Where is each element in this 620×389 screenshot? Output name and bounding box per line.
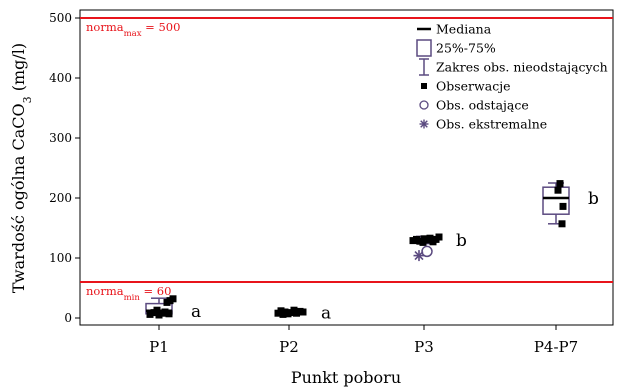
- observation-point: [554, 186, 562, 194]
- box-plot-p1: a: [145, 295, 201, 322]
- group-letter: a: [191, 302, 201, 322]
- extreme-point-stroke: [414, 251, 424, 261]
- y-axis-title-unit: (mg/l): [9, 43, 28, 97]
- observation-point: [161, 308, 169, 316]
- group-letter: a: [321, 304, 331, 324]
- reference-line-label: normamax = 500: [86, 20, 180, 39]
- reference-line-label: normamin = 60: [86, 284, 171, 303]
- observation-point: [559, 202, 567, 210]
- observation-point: [556, 180, 564, 188]
- legend-item-circle-marker: Obs. odstające: [419, 98, 529, 113]
- observation-point: [435, 233, 443, 241]
- legend-item-whisker: Zakres obs. nieodstających: [419, 58, 608, 76]
- box-plots: a a b b: [145, 180, 599, 324]
- legend-label: 25%-75%: [436, 41, 496, 56]
- observation-point: [277, 307, 285, 315]
- legend-star-swatch: [419, 119, 429, 129]
- box-plot-p3: b: [409, 231, 467, 262]
- observation-point: [558, 220, 566, 228]
- group-letter: b: [456, 231, 467, 251]
- y-tick-label: 300: [49, 131, 72, 145]
- y-tick-label: 0: [64, 311, 72, 325]
- x-tick-label: P3: [414, 338, 434, 356]
- legend-square-swatch: [421, 83, 427, 89]
- group-letter: b: [588, 189, 599, 209]
- legend-label: Obserwacje: [436, 79, 510, 94]
- legend-label: Zakres obs. nieodstających: [436, 60, 608, 75]
- observation-point: [153, 306, 161, 314]
- legend-item-median-line: Mediana: [417, 22, 492, 37]
- legend-item-box: 25%-75%: [416, 39, 496, 57]
- legend-label: Obs. odstające: [436, 98, 529, 113]
- y-tick-label: 500: [49, 11, 72, 25]
- observation-point: [169, 295, 177, 303]
- observation-point: [279, 310, 287, 318]
- x-axis-title: Punkt poboru: [291, 368, 401, 387]
- x-tick-label: P1: [149, 338, 169, 356]
- outlier-point: [421, 245, 433, 258]
- observation-point: [419, 238, 427, 246]
- y-tick-label: 100: [49, 251, 72, 265]
- observation-point: [299, 308, 307, 316]
- box-plot-p4-p7: b: [542, 180, 599, 228]
- legend-circle-swatch: [419, 100, 429, 110]
- reference-lines: normamax = 500 normamin = 60: [80, 17, 613, 303]
- observation-point: [426, 234, 434, 242]
- y-tick-label: 200: [49, 191, 72, 205]
- extreme-point: [413, 250, 425, 262]
- legend-star-stroke: [420, 120, 428, 128]
- legend-item-square-marker: Obserwacje: [421, 79, 510, 94]
- box-plot-p2: a: [274, 304, 331, 324]
- observation-point: [146, 310, 154, 318]
- observation-point: [165, 310, 173, 318]
- x-axis: P1 P2 P3 P4-P7: [149, 325, 578, 356]
- legend: Mediana 25%-75% Zakres obs. nieodstających…: [416, 22, 608, 132]
- plot-frame: [79, 9, 614, 326]
- legend-item-star-marker: Obs. ekstremalne: [419, 117, 547, 132]
- legend-box-swatch: [416, 39, 432, 57]
- y-axis-title-subscript: 3: [21, 96, 34, 103]
- legend-label: Obs. ekstremalne: [436, 117, 547, 132]
- y-tick-label: 400: [49, 71, 72, 85]
- y-axis: 0 100 200 300 400 500: [49, 11, 80, 325]
- y-axis-title-main: Twardość ogólna CaCO: [9, 103, 28, 293]
- y-axis-title: Twardość ogólna CaCO3 (mg/l): [9, 43, 34, 293]
- x-tick-label: P2: [279, 338, 299, 356]
- legend-label: Mediana: [436, 22, 492, 37]
- x-tick-label: P4-P7: [534, 338, 578, 356]
